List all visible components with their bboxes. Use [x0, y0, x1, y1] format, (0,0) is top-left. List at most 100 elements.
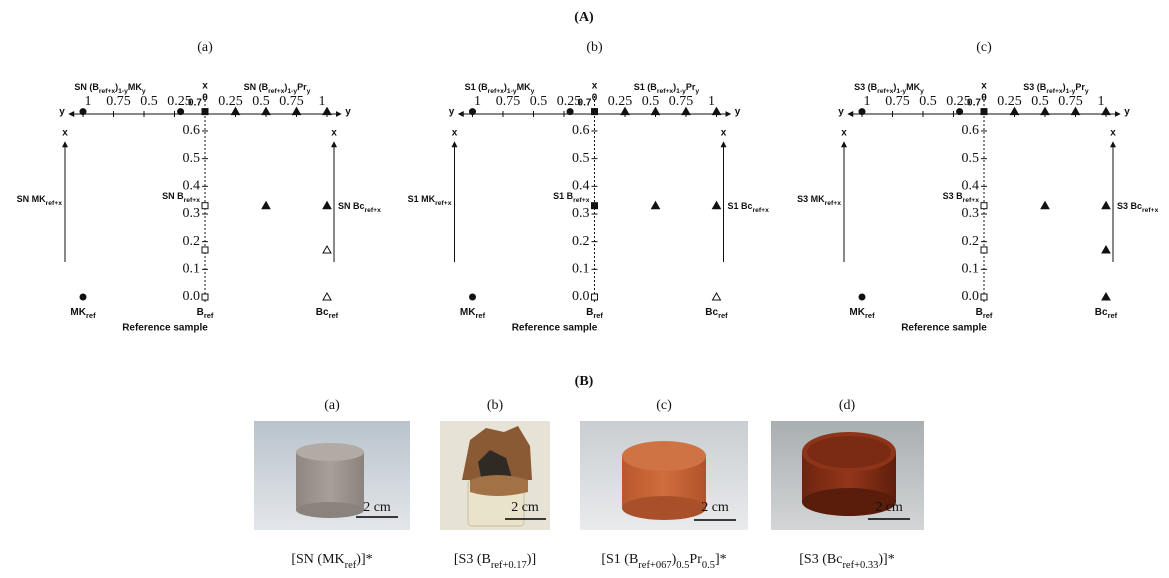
origin-label: 0: [202, 93, 208, 104]
text-segment: S1 MK: [408, 194, 436, 204]
y-tick-label: 0.75: [106, 94, 131, 109]
point: [201, 108, 209, 116]
subscript: ref: [345, 560, 357, 571]
x-tick-label: 0.7: [578, 98, 592, 109]
text-segment: ): [672, 552, 677, 567]
point: [591, 293, 598, 301]
x-tick-label: 0.5: [962, 151, 980, 166]
text-segment: SN (B: [74, 82, 99, 92]
point: [177, 108, 185, 116]
point: [711, 291, 722, 301]
text-segment: ): [1063, 82, 1066, 92]
text-segment: SN B: [162, 191, 184, 201]
text-segment: ): [284, 82, 287, 92]
subscript: y: [1085, 88, 1089, 95]
x-tick-label: 0.1: [183, 262, 201, 277]
subscript: 1-y: [896, 88, 906, 95]
point: [469, 108, 476, 116]
y-tick-label: 0.25: [218, 94, 243, 109]
x-tick-label: 0.6: [572, 123, 590, 138]
y-tick-label: 1: [319, 94, 326, 109]
subscript: ref+0.33: [842, 560, 878, 571]
text-segment: SN MK: [17, 194, 47, 204]
caption: [S3 (Bref+0.17)]: [454, 552, 536, 571]
text-segment: S3 (B: [854, 82, 878, 92]
subscript: 0.5: [676, 560, 689, 571]
subscript: ref+x: [184, 197, 201, 204]
point: [980, 246, 988, 254]
text-segment: Bc: [316, 307, 329, 318]
scale-label: 2 cm: [701, 500, 729, 515]
text-segment: Pr: [297, 82, 307, 92]
reference-label: MKref: [849, 307, 875, 321]
axis-title: S3 (Bref+x)1-yMKy: [854, 82, 924, 95]
subscript: ref+x: [488, 88, 505, 95]
text-segment: MK: [906, 82, 920, 92]
x-tick-label: 0.2: [183, 234, 201, 249]
point: [79, 293, 87, 301]
text-segment: Pr: [689, 552, 702, 567]
subscript: ref+x: [435, 200, 452, 207]
reference-label: Bcref: [1095, 307, 1118, 321]
side-label: S1 MKref+x: [408, 194, 452, 207]
text-segment: MK: [128, 82, 142, 92]
x-tick-label: 0.7: [188, 98, 202, 109]
text-segment: S1 B: [553, 191, 574, 201]
axis-letter: y: [59, 107, 65, 118]
reference-title: Reference sample: [122, 323, 208, 334]
x-tick-label: 0.3: [962, 206, 980, 221]
y-tick-label: 1: [85, 94, 92, 109]
y-tick-label: 0.75: [885, 94, 910, 109]
axis-letter: x: [592, 81, 598, 92]
subscript: 1-y: [1066, 88, 1076, 95]
subscript: ref: [865, 311, 875, 320]
x-tick-label: 0.7: [967, 98, 981, 109]
panel-label: (a): [197, 40, 213, 55]
point: [291, 106, 302, 116]
point: [711, 106, 722, 116]
text-segment: B: [586, 307, 593, 318]
point: [1070, 106, 1081, 116]
x-tick-label: 0.1: [962, 262, 980, 277]
photo-label: (b): [487, 398, 504, 413]
section-label: (B): [575, 374, 594, 389]
x-tick-label: 0.3: [183, 206, 201, 221]
photo-label: (d): [839, 398, 856, 413]
subscript: ref+x: [657, 88, 674, 95]
subscript: ref: [204, 311, 214, 320]
axis-letter: x: [721, 128, 727, 139]
axis-letter: x: [202, 81, 208, 92]
scale-label: 2 cm: [363, 500, 391, 515]
side-label: SN Bref+x: [162, 191, 200, 204]
subscript: y: [531, 88, 535, 95]
side-label: SN MKref+x: [17, 194, 63, 207]
reference-title: Reference sample: [901, 323, 987, 334]
text-segment: ): [673, 82, 676, 92]
y-tick-label: 0.25: [557, 94, 582, 109]
y-tick-label: 0.5: [252, 94, 270, 109]
section-label: (A): [574, 10, 594, 25]
x-tick-label: 0.3: [572, 206, 590, 221]
text-segment: [SN (MK: [291, 552, 344, 567]
subscript: 1-y: [118, 88, 128, 95]
point: [980, 293, 988, 301]
y-tick-label: 0.5: [530, 94, 548, 109]
point: [620, 106, 630, 116]
photo-c: [580, 421, 748, 530]
photo-d: [771, 421, 924, 530]
axis-title: SN (Bref+x)1-yPry: [244, 82, 311, 95]
x-tick-label: 0.0: [572, 289, 590, 304]
text-segment: SN (B: [244, 82, 269, 92]
panel-label: (c): [976, 40, 992, 55]
point: [1101, 244, 1111, 254]
point: [650, 106, 661, 116]
text-segment: S3 (B: [1023, 82, 1047, 92]
subscript: ref+x: [99, 88, 116, 95]
text-segment: ): [893, 82, 896, 92]
y-tick-label: 0.5: [140, 94, 158, 109]
subscript: ref+x: [365, 207, 382, 214]
x-tick-label: 0.4: [962, 179, 980, 194]
text-segment: S1 (B: [465, 82, 489, 92]
text-segment: SN Bc: [338, 201, 365, 211]
